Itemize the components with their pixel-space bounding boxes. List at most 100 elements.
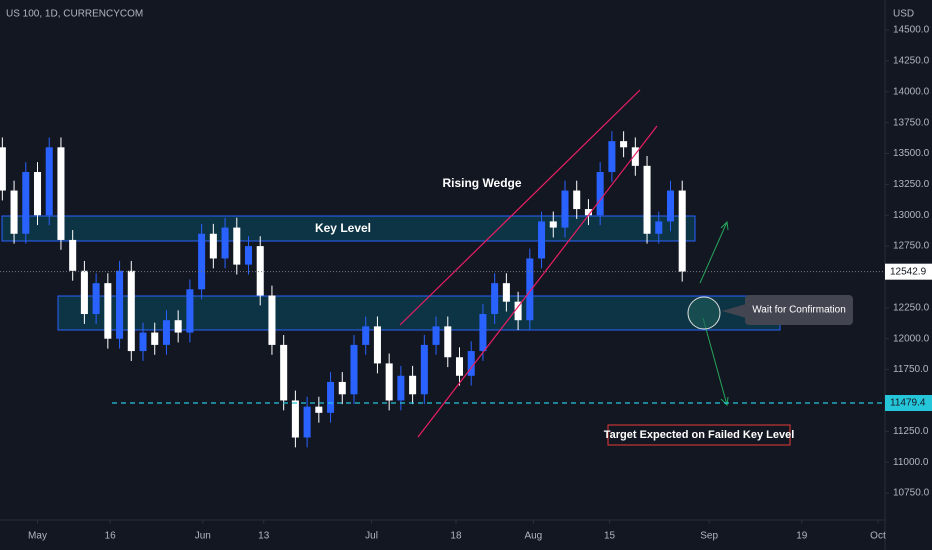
x-tick-label: May [28, 531, 47, 542]
candle-body [45, 147, 53, 216]
candle-body [116, 270, 124, 339]
confirmation-circle [687, 296, 721, 330]
candle-body [584, 209, 592, 216]
candle-body [139, 332, 147, 352]
candle-body [467, 351, 475, 376]
candle-body [303, 406, 311, 438]
candle-body [291, 400, 299, 438]
y-tick-label: 12250.0 [893, 302, 930, 313]
candle-body [444, 326, 452, 358]
target-badge [885, 395, 932, 412]
candle-body [608, 141, 616, 173]
candle-body [174, 320, 182, 333]
candle-body [561, 190, 569, 228]
candle-body [643, 165, 651, 234]
candle-body [221, 227, 229, 259]
y-tick-label: 14250.0 [893, 56, 930, 67]
candle-body [502, 283, 510, 302]
y-tick-label: 13500.0 [893, 148, 930, 159]
y-tick-label: 13750.0 [893, 117, 930, 128]
candles [0, 131, 686, 448]
candle-body [186, 289, 194, 333]
candle-body [162, 320, 170, 345]
x-tick-label: 15 [604, 531, 616, 542]
last-price-label: 12542.9 [890, 266, 927, 277]
candle-body [244, 246, 253, 265]
candle-body [631, 147, 639, 166]
candle-body [57, 147, 65, 240]
candle-body [80, 270, 88, 315]
candle-body [280, 344, 288, 401]
wedge-upper [399, 89, 641, 326]
x-tick-label: Oct [870, 531, 886, 542]
x-tick-label: Sep [700, 531, 718, 542]
candle-body [198, 233, 206, 290]
candle-body [409, 375, 417, 395]
candle-body [420, 344, 428, 395]
candle-body [596, 172, 604, 216]
candle-body [69, 239, 77, 271]
candle-body [573, 190, 581, 210]
candle-body [655, 221, 663, 234]
candle-body [538, 221, 546, 259]
candle-body [479, 314, 487, 352]
y-tick-label: 12750.0 [893, 241, 930, 252]
arrow-head [720, 220, 729, 231]
candle-body [22, 172, 30, 234]
y-tick-label: 11250.0 [893, 426, 929, 437]
x-tick-label: 18 [450, 531, 462, 542]
candle-body [549, 221, 557, 228]
candle-body [104, 283, 112, 339]
candle-body [432, 326, 440, 345]
candle-body [455, 357, 464, 376]
y-tick-label: 11750.0 [893, 364, 929, 375]
candle-body [350, 344, 358, 395]
candle-body [397, 375, 405, 401]
candle-body [514, 301, 522, 321]
key-level-label: Key Level [315, 221, 371, 235]
candle-body [666, 190, 675, 222]
callout-text: Wait for Confirmation [752, 305, 846, 316]
candle-body [491, 283, 499, 315]
x-tick-label: Jun [195, 531, 211, 542]
candle-body [233, 227, 241, 265]
x-tick-label: 19 [796, 531, 808, 542]
candle-body [151, 332, 159, 345]
y-tick-label: 10750.0 [893, 488, 930, 499]
x-tick-label: 16 [105, 531, 117, 542]
y-tick-label: 14000.0 [893, 86, 930, 97]
candle-body [315, 406, 323, 413]
candle-body [256, 246, 264, 296]
candle-body [209, 233, 217, 259]
arrow-down [702, 317, 728, 406]
chart-title: US 100, 1D, CURRENCYCOM [6, 9, 143, 20]
candle-body [385, 363, 393, 401]
candle-body [338, 381, 346, 395]
candle-body [33, 172, 42, 216]
y-tick-label: 13250.0 [893, 179, 930, 190]
target-text: Target Expected on Failed Key Level [604, 429, 795, 441]
y-tick-label: 11000.0 [893, 457, 929, 468]
drawings [399, 89, 853, 446]
key-level-zone [1, 215, 696, 242]
arrow-head [720, 396, 729, 407]
target-box [607, 424, 791, 446]
y-tick-label: 14500.0 [893, 25, 930, 36]
candle-body [0, 147, 6, 191]
callout-box [745, 295, 853, 325]
candle-body [678, 190, 686, 272]
candle-body [327, 381, 335, 413]
zones [1, 215, 781, 331]
wedge-label: Rising Wedge [442, 176, 521, 190]
candle-body [373, 326, 381, 364]
candle-body [620, 141, 628, 148]
target-price-label: 11479.4 [890, 398, 926, 409]
wedge-lower [417, 125, 658, 438]
y-tick-label: 12000.0 [893, 333, 930, 344]
x-tick-label: 13 [258, 531, 270, 542]
currency: USD [893, 9, 914, 20]
candle-body [127, 270, 135, 352]
x-tick-label: Jul [365, 531, 378, 542]
candle-body [92, 283, 100, 315]
